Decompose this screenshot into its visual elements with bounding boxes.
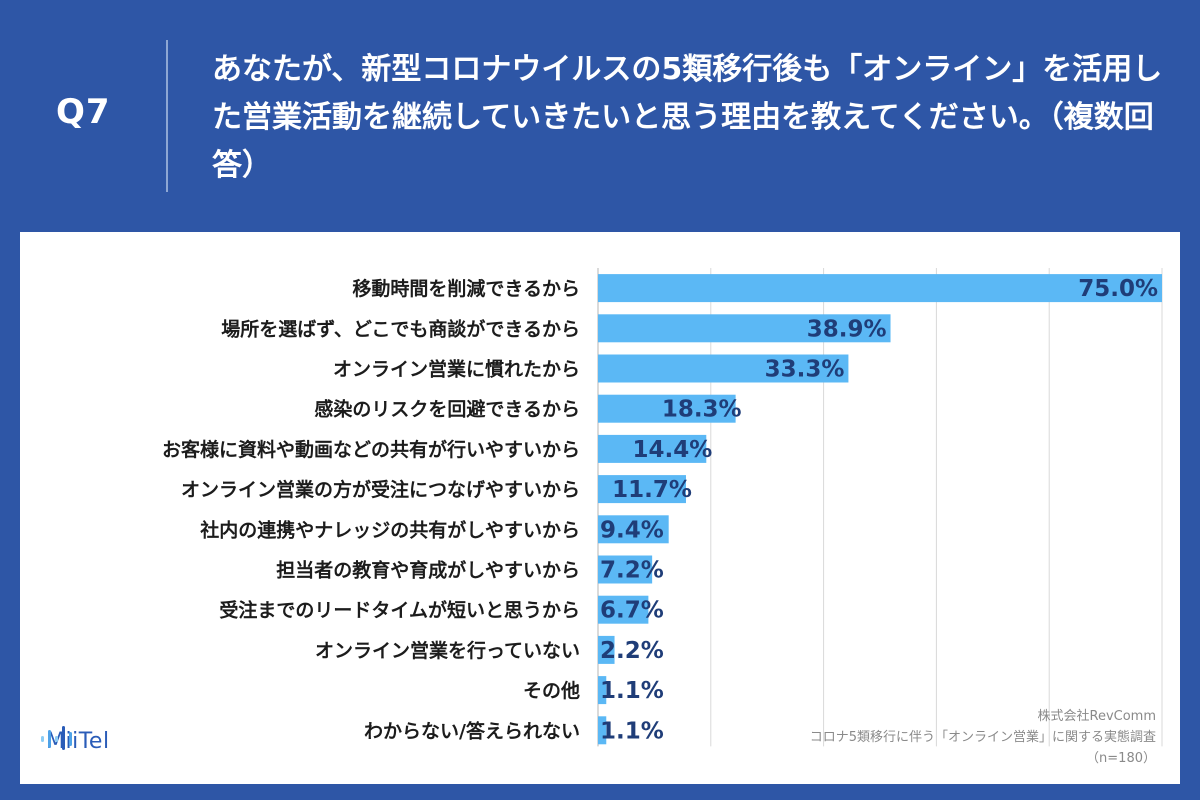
bar — [598, 314, 891, 343]
source-note: 株式会社RevComm コロナ5類移行に伴う「オンライン営業」に関する実態調査 … — [810, 706, 1156, 769]
data-label: 1.1% — [600, 678, 664, 704]
bar — [598, 676, 607, 705]
bar — [598, 475, 686, 504]
data-label: 1.1% — [600, 718, 664, 744]
bar — [598, 394, 736, 423]
category-label: わからない/答えられない — [364, 719, 580, 742]
miitel-logo: MiiTel — [40, 726, 110, 756]
data-label: 38.9% — [807, 316, 887, 342]
bar — [598, 515, 669, 544]
question-text: あなたが、新型コロナウイルスの5類移行後も「オンライン」を活用した営業活動を継続… — [212, 52, 1163, 183]
category-label: 移動時間を削減できるから — [352, 277, 580, 300]
data-label: 75.0% — [1078, 276, 1158, 302]
data-label: 14.4% — [632, 437, 712, 463]
bar-chart: 移動時間を削減できるから 75.0% 場所を選ばず、どこでも商談ができるから 38.9… — [162, 268, 1163, 747]
bar — [598, 555, 653, 584]
bar — [598, 354, 849, 383]
bar — [598, 716, 607, 745]
category-label: お客様に資料や動画などの共有が行いやすいから — [162, 438, 580, 461]
category-label: オンライン営業に慣れたから — [333, 358, 580, 381]
data-label: 7.2% — [600, 558, 664, 584]
category-label: オンライン営業を行っていない — [315, 639, 580, 662]
category-label: 担当者の教育や育成がしやすいから — [276, 559, 580, 582]
category-label: 場所を選ばず、どこでも商談ができるから — [221, 317, 580, 340]
question-header: Q7 あなたが、新型コロナウイルスの5類移行後も「オンライン」を活用した営業活動… — [0, 0, 1200, 232]
data-label: 6.7% — [600, 598, 664, 624]
data-label: 18.3% — [662, 397, 742, 423]
chart-panel: 移動時間を削減できるから 75.0% 場所を選ばず、どこでも商談ができるから 38.9… — [20, 232, 1180, 784]
source-company: 株式会社RevComm — [1037, 709, 1157, 724]
bar — [598, 595, 649, 624]
category-label: 感染のリスクを回避できるから — [314, 398, 580, 421]
source-sample: （n=180） — [1086, 751, 1156, 766]
category-label: オンライン営業の方が受注につなげやすいから — [181, 478, 580, 501]
data-label: 9.4% — [600, 517, 664, 543]
bar — [598, 434, 707, 463]
header-divider — [166, 40, 168, 192]
category-label: その他 — [523, 679, 580, 702]
bar — [598, 274, 1162, 303]
bar — [598, 635, 615, 664]
category-label: 受注までのリードタイムが短いと思うから — [219, 599, 580, 622]
data-label: 11.7% — [612, 477, 692, 503]
data-label: 33.3% — [765, 357, 845, 383]
source-survey: コロナ5類移行に伴う「オンライン営業」に関する実態調査 — [809, 730, 1156, 745]
question-number: Q7 — [56, 92, 111, 132]
data-label: 2.2% — [600, 638, 664, 664]
audio-wave-icon — [41, 726, 72, 750]
category-label: 社内の連携やナレッジの共有がしやすいから — [199, 518, 580, 541]
